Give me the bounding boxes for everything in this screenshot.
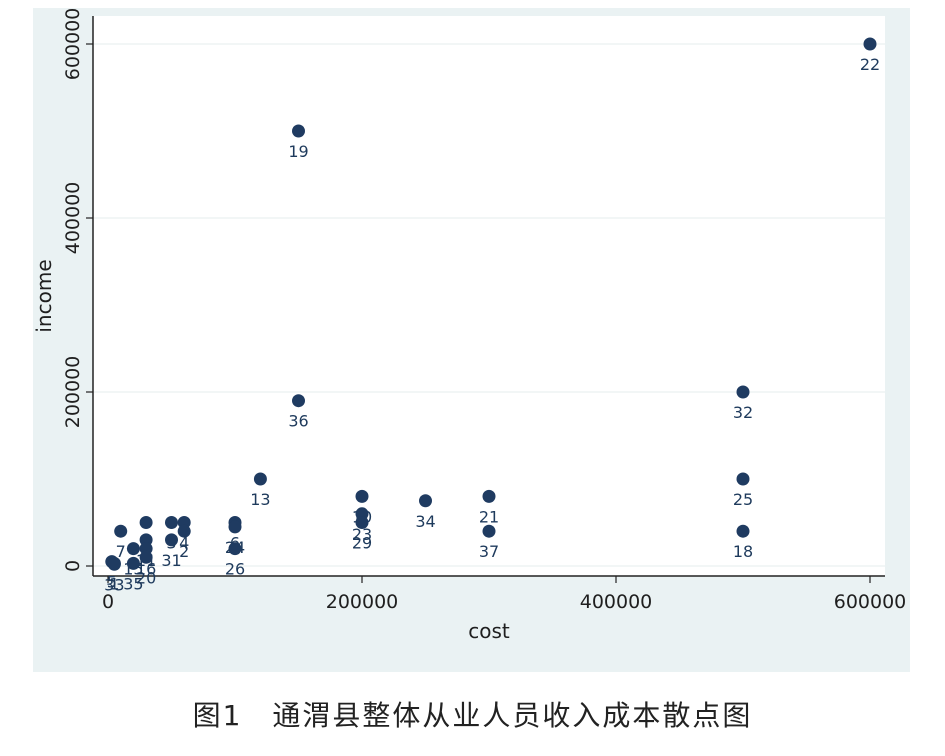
point-label: 4 xyxy=(179,534,189,553)
point-label: 1 xyxy=(109,574,119,593)
point-label: 26 xyxy=(225,560,245,579)
x-tick-label: 400000 xyxy=(580,591,653,613)
data-point xyxy=(736,472,750,486)
point-label: 34 xyxy=(415,512,435,531)
data-point xyxy=(228,520,242,534)
data-point xyxy=(165,533,178,547)
data-point xyxy=(482,524,496,538)
data-point xyxy=(736,524,750,538)
plot-background xyxy=(93,16,885,576)
data-point xyxy=(139,550,153,564)
point-label: 35 xyxy=(123,574,143,593)
point-label: 19 xyxy=(288,142,308,161)
y-tick-label: 600000 xyxy=(62,8,84,80)
scatter-plot: 0 200000 400000 600000 0 200000 400000 600000 co… xyxy=(33,8,907,643)
point-label: 21 xyxy=(479,507,499,526)
point-label: 25 xyxy=(733,490,753,509)
data-point xyxy=(736,385,750,399)
data-point xyxy=(114,524,128,538)
point-label: 23 xyxy=(352,525,372,544)
point-label: 2 xyxy=(179,542,189,561)
data-point xyxy=(355,489,369,503)
data-point xyxy=(126,542,140,556)
point-label: 20 xyxy=(136,568,156,587)
point-label: 16 xyxy=(136,560,156,579)
data-point xyxy=(292,124,305,138)
data-point xyxy=(139,516,153,529)
data-point xyxy=(165,516,178,529)
data-point xyxy=(863,37,877,51)
x-tick-label: 0 xyxy=(102,591,114,613)
figure-caption: 图1 通渭县整体从业人员收入成本散点图 xyxy=(192,699,753,732)
data-point xyxy=(355,516,369,529)
y-tick-label: 400000 xyxy=(62,182,84,255)
point-label: 36 xyxy=(288,412,308,431)
x-tick-label: 600000 xyxy=(834,591,907,613)
data-point xyxy=(419,494,432,508)
data-point xyxy=(126,556,140,570)
y-axis-title: income xyxy=(33,259,56,332)
y-tick-label: 0 xyxy=(62,560,84,572)
chart-area: 0 200000 400000 600000 0 200000 400000 600000 co… xyxy=(33,8,910,672)
data-point xyxy=(292,394,305,408)
point-label: 33 xyxy=(104,575,124,594)
point-label: 5 xyxy=(107,573,117,592)
point-label: 18 xyxy=(733,542,753,561)
data-point xyxy=(177,524,191,538)
point-label: 37 xyxy=(479,542,499,561)
data-point xyxy=(107,556,121,570)
point-label: 29 xyxy=(352,534,372,553)
y-tick-label: 200000 xyxy=(62,356,84,429)
data-point xyxy=(253,472,267,486)
point-label: 22 xyxy=(860,55,880,74)
x-tick-label: 200000 xyxy=(326,591,399,613)
point-label: 13 xyxy=(250,490,270,509)
data-point xyxy=(228,542,242,556)
point-label: 7 xyxy=(116,542,126,561)
point-label: 31 xyxy=(161,551,181,570)
x-axis-title: cost xyxy=(468,619,510,643)
data-point xyxy=(482,489,496,503)
point-label: 32 xyxy=(733,403,753,422)
